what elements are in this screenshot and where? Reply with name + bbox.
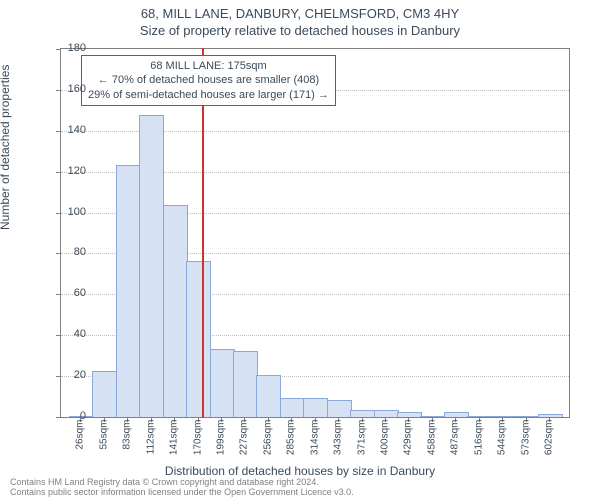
x-tick-label: 55sqm [98,420,109,470]
histogram-bar [163,205,188,417]
y-tick-label: 100 [56,206,86,218]
gridline [61,131,569,132]
y-tick-label: 60 [56,287,86,299]
page-subtitle: Size of property relative to detached ho… [0,21,600,38]
x-tick-label: 343sqm [333,420,344,470]
y-tick-label: 180 [56,42,86,54]
marker-annotation: 68 MILL LANE: 175sqm← 70% of detached ho… [81,55,336,106]
x-tick-label: 573sqm [520,420,531,470]
x-tick-label: 458sqm [426,420,437,470]
histogram-bar [210,349,235,417]
histogram-bar [256,375,281,417]
y-tick-label: 40 [56,328,86,340]
x-tick-label: 199sqm [216,420,227,470]
x-tick-label: 227sqm [239,420,250,470]
x-tick-label: 314sqm [309,420,320,470]
y-tick-label: 140 [56,124,86,136]
histogram-bar [303,398,328,417]
y-tick-label: 120 [56,165,86,177]
histogram-bar [280,398,305,417]
y-tick-label: 0 [56,410,86,422]
y-tick-label: 20 [56,369,86,381]
annotation-line-1: 68 MILL LANE: 175sqm [88,59,329,73]
annotation-line-3: 29% of semi-detached houses are larger (… [88,88,329,102]
histogram-bar [233,351,258,417]
footer-line-2: Contains public sector information licen… [10,488,354,498]
histogram-bar [397,412,422,417]
page-title-address: 68, MILL LANE, DANBURY, CHELMSFORD, CM3 … [0,0,600,21]
annotation-line-2: ← 70% of detached houses are smaller (40… [88,73,329,87]
x-tick-label: 256sqm [262,420,273,470]
x-tick-label: 26sqm [75,420,86,470]
x-tick-label: 400sqm [380,420,391,470]
histogram-bar [186,261,211,417]
histogram-bar [327,400,352,417]
histogram-bar [374,410,399,417]
x-tick-label: 371sqm [356,420,367,470]
histogram-chart: 26sqm55sqm83sqm112sqm141sqm170sqm199sqm2… [60,48,570,418]
x-tick-label: 83sqm [122,420,133,470]
y-tick-label: 80 [56,246,86,258]
x-tick-label: 141sqm [169,420,180,470]
x-axis-label: Distribution of detached houses by size … [0,464,600,478]
histogram-bar [350,410,375,417]
histogram-bar [139,115,164,417]
x-tick-label: 602sqm [544,420,555,470]
x-tick-label: 170sqm [192,420,203,470]
x-tick-label: 516sqm [473,420,484,470]
x-tick-label: 487sqm [450,420,461,470]
y-axis-label: Number of detached properties [0,65,12,230]
x-tick-label: 285sqm [286,420,297,470]
histogram-bar [514,416,539,417]
copyright-footer: Contains HM Land Registry data © Crown c… [10,478,354,498]
x-tick-label: 429sqm [403,420,414,470]
x-tick-label: 544sqm [497,420,508,470]
y-tick-label: 160 [56,83,86,95]
x-tick-label: 112sqm [145,420,156,470]
histogram-bar [92,371,117,417]
histogram-bar [116,165,141,417]
